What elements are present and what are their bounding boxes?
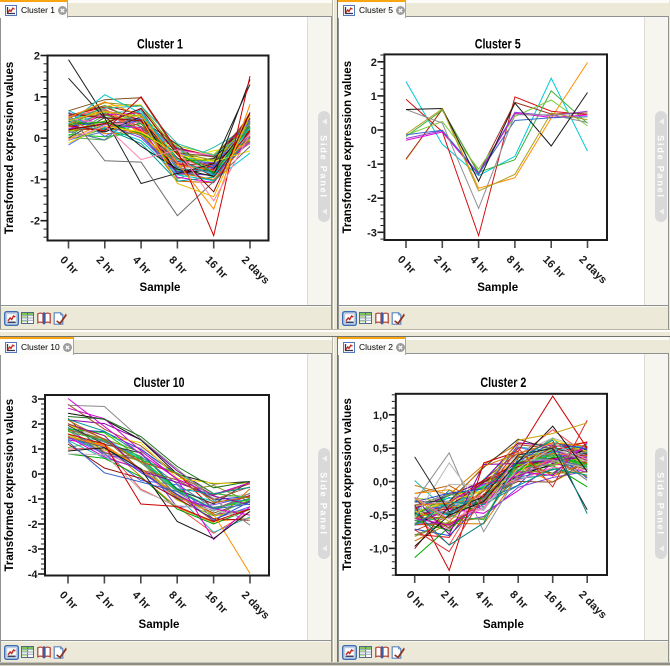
svg-text:-0,5: -0,5 — [369, 510, 388, 522]
svg-text:0: 0 — [34, 133, 40, 145]
svg-text:Side Panel: Side Panel — [319, 472, 329, 536]
svg-text:-4: -4 — [28, 569, 39, 581]
svg-text:Transformed expression values: Transformed expression values — [342, 61, 354, 234]
svg-text:0,5: 0,5 — [373, 443, 388, 455]
svg-text:Sample: Sample — [477, 282, 518, 294]
svg-text:Side Panel: Side Panel — [319, 135, 329, 199]
svg-text:2: 2 — [371, 57, 377, 69]
svg-text:8 hr: 8 hr — [166, 589, 189, 612]
svg-text:16 hr: 16 hr — [542, 589, 570, 617]
svg-text:2 hr: 2 hr — [93, 589, 116, 612]
svg-text:0 hr: 0 hr — [404, 589, 427, 612]
svg-text:Transformed expression values: Transformed expression values — [4, 62, 16, 235]
svg-text:0 hr: 0 hr — [395, 254, 418, 277]
svg-text:4 hr: 4 hr — [467, 254, 490, 277]
svg-text:2 days: 2 days — [576, 589, 609, 622]
svg-text:8 hr: 8 hr — [504, 254, 527, 277]
svg-text:0: 0 — [31, 469, 37, 481]
svg-text:-1: -1 — [367, 159, 377, 171]
svg-text:8 hr: 8 hr — [166, 254, 189, 277]
svg-text:16 hr: 16 hr — [202, 589, 230, 617]
svg-text:-3: -3 — [28, 544, 38, 556]
svg-text:-2: -2 — [367, 193, 377, 205]
svg-text:1,0: 1,0 — [373, 410, 388, 422]
svg-text:Transformed expression values: Transformed expression values — [4, 399, 16, 572]
svg-text:-2: -2 — [30, 216, 40, 228]
svg-text:0 hr: 0 hr — [57, 254, 80, 277]
svg-text:Sample: Sample — [140, 282, 181, 294]
svg-text:2 hr: 2 hr — [438, 589, 461, 612]
svg-text:8 hr: 8 hr — [507, 589, 530, 612]
svg-text:0,0: 0,0 — [373, 477, 388, 489]
svg-text:2: 2 — [31, 419, 37, 431]
svg-text:3: 3 — [31, 394, 37, 406]
svg-text:2: 2 — [34, 51, 40, 63]
svg-text:Cluster 2: Cluster 2 — [480, 375, 526, 390]
svg-text:2 hr: 2 hr — [431, 254, 454, 277]
svg-text:Cluster 5: Cluster 5 — [475, 37, 521, 52]
svg-text:4 hr: 4 hr — [130, 589, 153, 612]
svg-text:2 hr: 2 hr — [94, 254, 117, 277]
svg-text:4 hr: 4 hr — [473, 589, 496, 612]
svg-text:0 hr: 0 hr — [57, 589, 80, 612]
svg-text:Cluster 10: Cluster 10 — [134, 375, 185, 390]
svg-text:-1: -1 — [30, 174, 40, 186]
svg-text:-3: -3 — [367, 227, 377, 239]
svg-text:16 hr: 16 hr — [203, 254, 231, 282]
svg-text:Transformed expression values: Transformed expression values — [342, 398, 354, 571]
svg-text:0: 0 — [371, 125, 377, 137]
svg-text:Sample: Sample — [483, 619, 524, 631]
svg-text:2 days: 2 days — [239, 254, 272, 287]
svg-text:Side Panel: Side Panel — [656, 135, 666, 199]
svg-text:2 days: 2 days — [239, 589, 272, 622]
svg-text:-1,0: -1,0 — [369, 543, 388, 555]
svg-text:2 days: 2 days — [576, 254, 609, 287]
svg-text:-2: -2 — [28, 519, 38, 531]
svg-text:-1: -1 — [28, 494, 38, 506]
svg-text:16 hr: 16 hr — [540, 254, 568, 282]
svg-text:1: 1 — [31, 444, 37, 456]
svg-text:Side Panel: Side Panel — [656, 472, 666, 536]
svg-text:Sample: Sample — [139, 619, 180, 631]
svg-text:1: 1 — [34, 92, 40, 104]
svg-text:1: 1 — [371, 91, 377, 103]
svg-text:Cluster 1: Cluster 1 — [137, 37, 183, 52]
svg-text:4 hr: 4 hr — [130, 254, 153, 277]
